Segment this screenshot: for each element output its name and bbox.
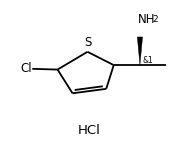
- Text: S: S: [84, 36, 91, 49]
- Text: 2: 2: [152, 15, 158, 24]
- Text: NH: NH: [138, 13, 156, 26]
- Polygon shape: [137, 37, 142, 65]
- Text: &1: &1: [143, 56, 154, 65]
- Text: HCl: HCl: [78, 124, 101, 137]
- Text: Cl: Cl: [20, 62, 32, 75]
